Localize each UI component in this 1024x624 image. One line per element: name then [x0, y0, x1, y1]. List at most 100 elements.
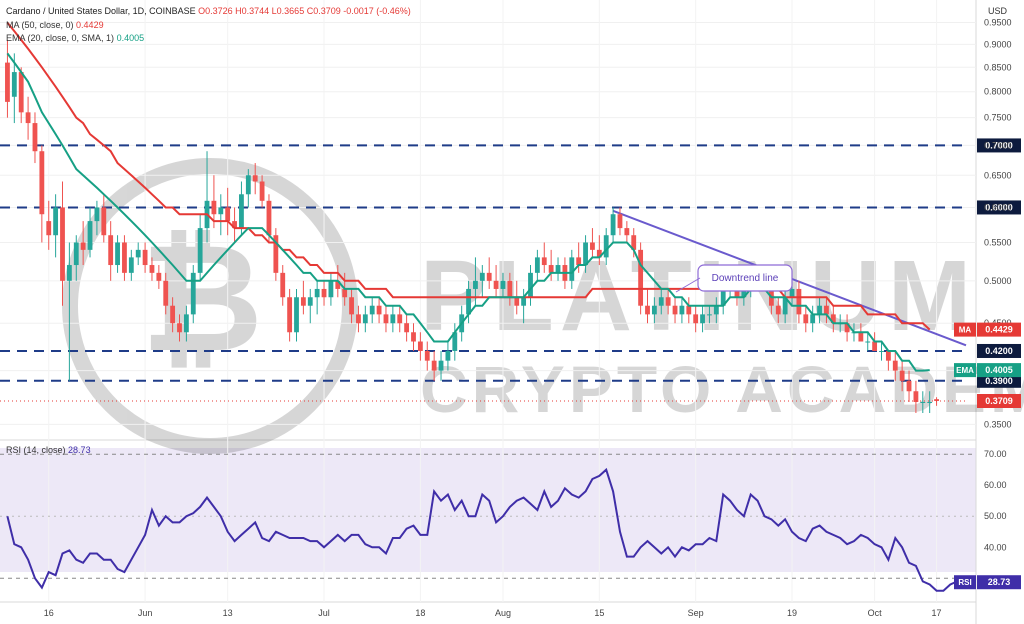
rsi-label: RSI (14, close)	[6, 445, 66, 455]
candle-body	[170, 305, 176, 324]
header-line-2: MA (50, close, 0) 0.4429	[6, 20, 104, 30]
level-tag-text: 0.4200	[985, 346, 1013, 356]
level-tag-bg	[977, 343, 1021, 358]
candle-body	[590, 242, 595, 250]
candle-body	[610, 214, 616, 236]
candle-body	[707, 314, 712, 316]
candle-body	[775, 305, 781, 315]
price-tick-label: 0.9500	[984, 18, 1012, 28]
candle-body	[5, 62, 10, 102]
candle-body	[94, 207, 100, 222]
series-name-tag	[954, 363, 976, 378]
candle-body	[700, 314, 705, 324]
candle-body	[287, 297, 293, 333]
candle-body	[307, 297, 313, 306]
candle-body	[638, 249, 644, 306]
candle-body	[197, 228, 203, 273]
candle-body	[177, 323, 182, 333]
candle-body	[431, 360, 437, 371]
candle-body	[913, 391, 919, 402]
candle-body	[404, 323, 410, 333]
ema-label: EMA (20, close, 0, SMA, 1)	[6, 33, 115, 43]
price-tick-label: 0.3500	[984, 419, 1012, 429]
candle-body	[493, 280, 499, 289]
candle-body	[514, 297, 520, 306]
candle-body	[934, 399, 939, 401]
candle-body	[803, 314, 809, 324]
candle-body	[300, 297, 306, 306]
candle-body	[720, 288, 726, 306]
candle-body	[500, 280, 506, 289]
value-tag-text: 0.4429	[985, 325, 1013, 335]
rsi-tick-label: 40.00	[984, 542, 1007, 552]
candle-body	[424, 350, 430, 361]
x-tick-label: 17	[932, 608, 942, 618]
price-tick-label: 0.6000	[984, 202, 1012, 212]
candle-body	[486, 272, 492, 281]
candle-body	[39, 151, 45, 215]
price-tick-label: 0.8000	[984, 87, 1012, 97]
level-tag-text: 0.6000	[985, 202, 1013, 212]
candle-body	[872, 341, 878, 351]
series-name-tag	[954, 575, 976, 590]
candle-body	[135, 249, 141, 258]
candle-body	[245, 175, 251, 195]
candle-body	[259, 181, 265, 201]
ema-20-line	[6, 52, 930, 372]
candle-body	[810, 314, 816, 324]
rsi-value: 28.73	[68, 445, 91, 455]
value-tag-bg	[977, 575, 1021, 590]
candle-body	[122, 242, 127, 273]
candle-body	[528, 272, 533, 298]
candle-body	[782, 297, 788, 315]
candle-body	[115, 242, 120, 266]
candle-body	[390, 314, 396, 324]
ma-label: MA (50, close, 0)	[6, 20, 74, 30]
candle-body	[741, 288, 747, 298]
candle-body	[555, 265, 561, 273]
rsi-header: RSI (14, close) 28.73	[6, 445, 91, 455]
candle-body	[569, 257, 575, 281]
value-tag-bg	[977, 393, 1021, 408]
x-tick-label: 18	[415, 608, 425, 618]
price-tick-label: 0.5500	[984, 237, 1012, 247]
downtrend-callout: Downtrend line	[675, 264, 793, 293]
candle-body	[314, 288, 320, 298]
candle-body	[163, 280, 169, 306]
candle-body	[899, 370, 905, 381]
x-tick-label: 19	[787, 608, 797, 618]
series-name-text: MA	[959, 326, 972, 335]
candle-body	[53, 207, 59, 236]
ma-value: 0.4429	[76, 20, 104, 30]
candle-body	[844, 323, 850, 333]
rsi-tick-label: 50.00	[984, 511, 1007, 521]
candle-body	[46, 221, 52, 236]
candle-body	[438, 360, 444, 371]
candle-body	[865, 341, 871, 343]
candle-body	[108, 235, 114, 266]
candle-body	[658, 297, 664, 306]
candle-body	[796, 288, 802, 315]
candle-body	[60, 207, 65, 281]
candle-body	[824, 305, 829, 315]
candle-body	[87, 221, 93, 250]
candle-body	[342, 288, 348, 298]
price-tick-label: 0.5000	[984, 276, 1012, 286]
candle-body	[32, 123, 38, 152]
candle-body	[211, 200, 217, 215]
rsi-band	[0, 448, 976, 572]
candle-body	[156, 272, 162, 281]
candle-body	[693, 314, 699, 324]
candle-body	[142, 249, 148, 266]
x-tick-label: Jul	[318, 608, 330, 618]
candle-body	[686, 305, 692, 315]
price-tick-label: 0.9000	[984, 39, 1012, 49]
candle-body	[149, 265, 155, 273]
ohlc-values: O0.3726 H0.3744 L0.3665 C0.3709 -0.0017 …	[198, 6, 411, 16]
candle-body	[507, 280, 513, 298]
watermark-text-2: CRYPTO ACADEMY	[420, 352, 1024, 426]
candle-body	[252, 175, 258, 182]
candle-body	[183, 314, 189, 333]
candle-body	[101, 207, 107, 236]
